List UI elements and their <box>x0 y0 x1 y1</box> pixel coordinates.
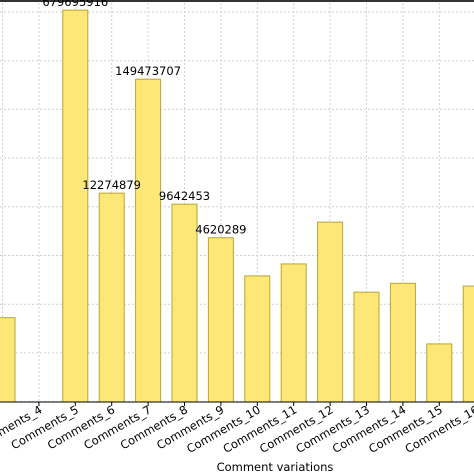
bar-Comments_15 <box>426 343 453 403</box>
x-axis-label: Comment variations <box>217 460 334 474</box>
bar-Comments_14 <box>389 282 416 403</box>
bar-Comments_5 <box>62 9 89 403</box>
bar-Comments_16 <box>462 285 474 403</box>
bar-Comments_7 <box>135 78 162 403</box>
bar-Comments_6 <box>98 192 125 403</box>
bar-Comments_12 <box>317 221 344 403</box>
bar-Comments_10 <box>244 275 271 403</box>
bar-Comments_9 <box>207 237 234 403</box>
bar-Comments_3 <box>0 317 16 403</box>
data-label: 149473707 <box>115 64 181 78</box>
data-label: 12274879 <box>82 178 141 192</box>
data-label: 679695916 <box>42 0 108 9</box>
data-label: 4620289 <box>195 223 246 237</box>
data-label: 9642453 <box>159 189 210 203</box>
bar-Comments_11 <box>280 263 307 403</box>
bar-Comments_8 <box>171 203 198 403</box>
bar-Comments_13 <box>353 291 380 403</box>
